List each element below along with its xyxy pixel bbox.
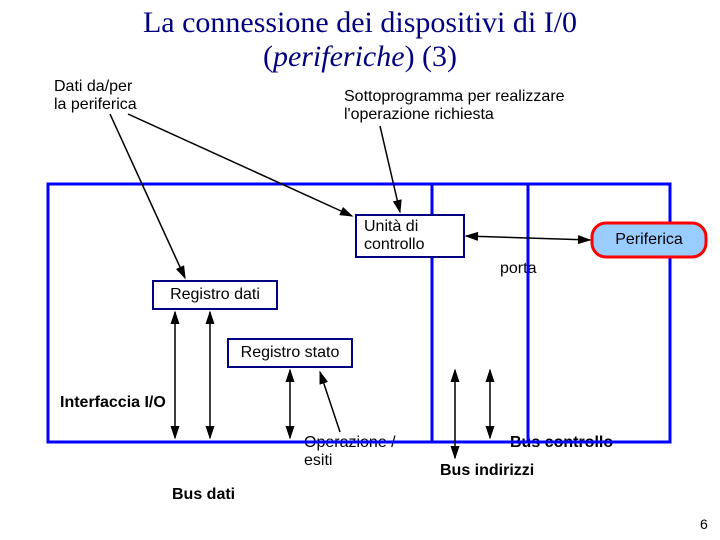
slide-title-line2: (periferiche) (3) xyxy=(18,40,702,73)
reg-stato-label: Registro stato xyxy=(228,339,352,367)
label-bus-controllo: Bus controllo xyxy=(510,434,613,452)
reg-dati-label: Registro dati xyxy=(153,281,277,309)
label-dati-per: Dati da/per la periferica xyxy=(54,78,137,114)
page-number: 6 xyxy=(700,516,708,532)
unita-label: Unità di controllo xyxy=(356,215,464,257)
label-porta: porta xyxy=(500,260,536,278)
periferica-label: Periferica xyxy=(592,223,706,257)
slide-title-line1: La connessione dei dispositivi di I/0 xyxy=(18,6,702,39)
label-interfaccia: Interfaccia I/O xyxy=(60,394,166,412)
label-op-esiti: Operazione / esiti xyxy=(304,434,396,470)
label-bus-indirizzi: Bus indirizzi xyxy=(440,462,534,480)
label-bus-dati: Bus dati xyxy=(172,486,235,504)
label-sottoprogramma: Sottoprogramma per realizzare l'operazio… xyxy=(344,88,565,124)
